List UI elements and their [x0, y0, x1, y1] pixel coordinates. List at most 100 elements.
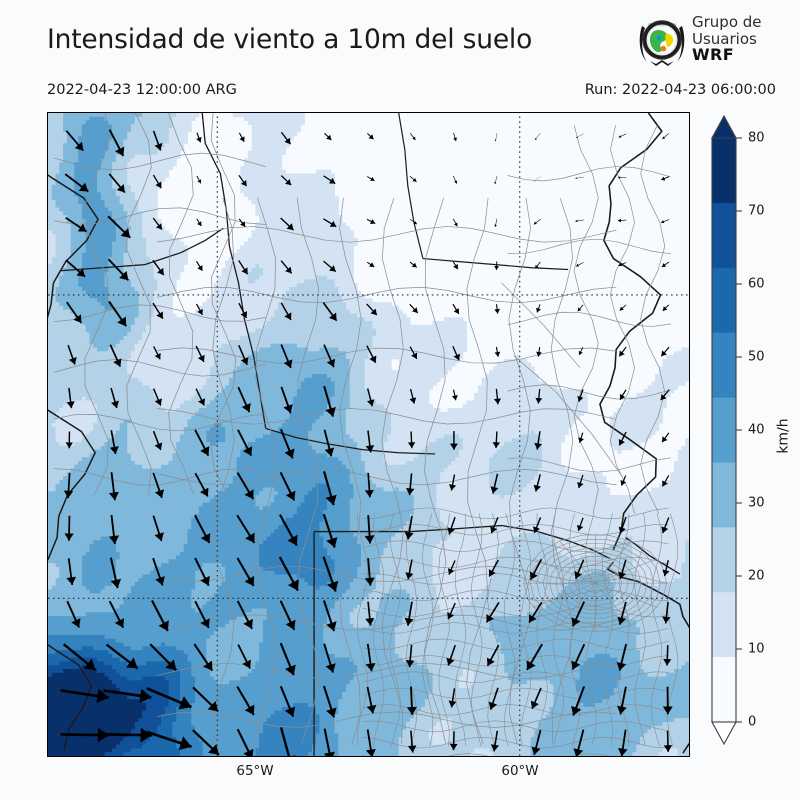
- wind-arrow: [533, 517, 542, 534]
- wind-arrow: [534, 133, 541, 140]
- wind-arrow: [280, 217, 295, 231]
- wind-arrow: [152, 515, 164, 542]
- wind-arrow: [196, 261, 203, 272]
- wind-arrow: [195, 388, 206, 406]
- wind-arrow: [447, 602, 456, 620]
- wind-arrow: [526, 643, 543, 671]
- wind-arrow: [530, 687, 542, 710]
- wind-arrow: [405, 473, 415, 496]
- wind-arrow: [492, 431, 500, 449]
- wind-arrow: [323, 344, 336, 368]
- wind-arrow: [238, 302, 248, 319]
- wind-arrow: [571, 601, 586, 627]
- svg-text:GRUPO DE USUARIOS: GRUPO DE USUARIOS: [648, 22, 676, 26]
- wind-arrow: [534, 431, 542, 450]
- wind-arrow: [573, 729, 585, 756]
- wind-arrow: [66, 600, 81, 628]
- wind-arrow: [574, 559, 585, 580]
- wind-arrow: [280, 260, 293, 274]
- wind-arrow: [617, 601, 627, 625]
- wind-arrow: [528, 601, 543, 624]
- wind-arrow: [65, 259, 86, 278]
- wind-arrow: [404, 515, 414, 540]
- wind-arrow: [617, 218, 627, 223]
- wind-arrow: [534, 261, 541, 269]
- wind-arrow: [533, 474, 541, 492]
- wind-arrow: [152, 130, 163, 151]
- wind-arrow: [152, 388, 162, 406]
- wind-arrow: [407, 730, 417, 753]
- wind-arrow: [194, 472, 209, 497]
- wind-arrow: [494, 175, 498, 185]
- wind-arrow: [152, 472, 165, 499]
- wind-arrow: [109, 344, 122, 368]
- page-title: Intensidad de viento a 10m del suelo: [47, 24, 533, 55]
- wind-arrow: [152, 174, 162, 189]
- logo-line-2: Usuarios: [692, 29, 757, 48]
- wind-arrow: [146, 687, 192, 710]
- wind-arrow: [146, 730, 192, 751]
- wind-arrow: [616, 643, 627, 671]
- wind-arrow: [324, 132, 332, 141]
- wind-arrow: [447, 516, 456, 535]
- wind-arrow: [236, 600, 253, 630]
- wind-arrow: [323, 385, 336, 417]
- wind-arrow: [575, 262, 584, 267]
- wind-arrow: [571, 643, 586, 671]
- wind-arrow: [103, 688, 152, 703]
- wind-arrow: [578, 347, 584, 356]
- wind-arrow: [663, 645, 672, 666]
- wind-arrow: [152, 557, 165, 586]
- wind-arrow: [107, 258, 130, 281]
- wind-arrow: [65, 130, 84, 152]
- wind-arrow: [488, 559, 499, 577]
- wind-arrow: [409, 133, 416, 141]
- wind-arrow: [452, 346, 461, 361]
- wind-arrow: [618, 729, 628, 756]
- wind-arrow: [153, 346, 161, 360]
- wind-arrow: [619, 389, 627, 401]
- wind-arrow: [662, 133, 669, 140]
- wind-arrow: [365, 643, 376, 672]
- wind-arrow: [280, 344, 293, 369]
- wind-arrow: [108, 173, 126, 194]
- wind-arrow: [405, 644, 415, 668]
- wind-arrow: [109, 557, 122, 589]
- wind-arrow: [453, 132, 457, 142]
- wind-arrow: [152, 217, 163, 231]
- logo-line-1: Grupo de: [692, 13, 762, 31]
- colorbar-tick-10: 10: [748, 641, 765, 657]
- wind-arrow: [105, 643, 139, 670]
- wind-arrow: [323, 643, 336, 673]
- wind-arrow: [409, 261, 418, 268]
- colorbar-unit-label: km/h: [775, 418, 792, 454]
- run-time-label: Run: 2022-04-23 06:00:00: [584, 82, 776, 98]
- wind-arrow: [577, 474, 584, 489]
- map-plot-area[interactable]: [47, 112, 690, 757]
- wind-arrow: [108, 129, 125, 157]
- wind-arrow: [365, 430, 375, 453]
- wind-arrow: [447, 560, 456, 575]
- wind-arrow: [194, 514, 211, 544]
- wind-arrow: [279, 471, 296, 501]
- wind-arrow: [67, 345, 77, 365]
- colorbar-tick-60: 60: [748, 276, 765, 292]
- graticule-lines: [48, 113, 689, 756]
- wind-arrow: [364, 515, 375, 544]
- wind-arrow: [322, 600, 337, 632]
- wind-arrow: [576, 517, 584, 532]
- wind-arrow: [366, 345, 377, 364]
- colorbar-gradient: [711, 114, 742, 746]
- wind-arrow: [486, 644, 500, 667]
- wind-arrow: [571, 686, 586, 716]
- wind-arrow: [490, 517, 499, 534]
- wind-arrow: [110, 387, 119, 409]
- wind-arrow: [64, 515, 74, 541]
- wind-arrow: [450, 431, 458, 450]
- wind-arrow: [533, 219, 541, 225]
- wind-arrow: [660, 219, 670, 224]
- wind-arrow: [60, 688, 109, 704]
- wind-arrow: [618, 133, 627, 138]
- wind-arrow: [493, 388, 501, 405]
- wind-arrow: [451, 389, 458, 401]
